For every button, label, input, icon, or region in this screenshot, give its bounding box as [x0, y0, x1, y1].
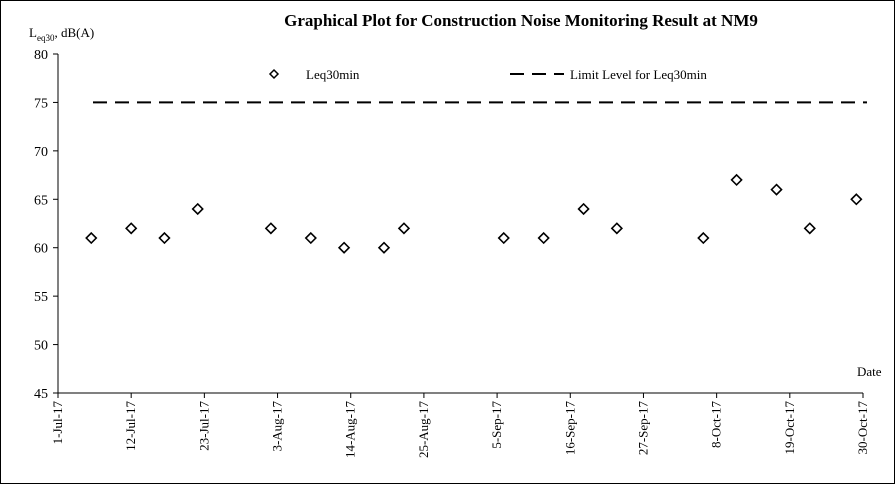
x-tick-label: 16-Sep-17	[562, 401, 577, 456]
data-point	[803, 222, 816, 235]
data-point	[85, 231, 98, 245]
data-point	[397, 222, 411, 235]
data-point	[337, 241, 351, 254]
y-tick-label: 75	[34, 96, 48, 111]
x-tick-label: 12-Jul-17	[123, 401, 138, 451]
x-tick-label: 3-Aug-17	[270, 401, 285, 452]
data-point	[191, 202, 204, 216]
data-point	[610, 222, 623, 235]
y-tick-label: 50	[34, 339, 48, 354]
data-point	[697, 231, 710, 245]
x-tick-label: 25-Aug-17	[416, 401, 431, 459]
y-tick-label: 60	[34, 242, 48, 257]
data-point	[537, 231, 550, 245]
y-tick-label: 70	[34, 145, 48, 160]
legend-label-limit: Limit Level for Leq30min	[570, 67, 707, 82]
x-tick-label: 19-Oct-17	[782, 401, 797, 455]
chart-title: Graphical Plot for Construction Noise Mo…	[284, 11, 758, 30]
x-tick-label: 1-Jul-17	[50, 401, 65, 445]
legend: Leq30min Limit Level for Leq30min	[268, 67, 707, 82]
data-point	[125, 222, 138, 235]
legend-marker-diamond	[268, 68, 280, 80]
y-axis-label-main: L	[29, 25, 37, 40]
axes: 45 50 55 60 65 70 75 80 1-Jul-17 12-Jul-17 23-Jul-…	[34, 48, 870, 458]
legend-label-leq: Leq30min	[306, 67, 360, 82]
data-point	[770, 183, 783, 196]
x-tick-label: 8-Oct-17	[709, 401, 724, 448]
y-axis-label-sub: eq30	[37, 33, 55, 43]
y-axis-label-unit: , dB(A)	[54, 25, 94, 40]
data-point	[850, 193, 863, 206]
y-tick-label: 45	[34, 387, 48, 402]
data-point	[304, 231, 317, 245]
x-tick-label: 30-Oct-17	[855, 401, 870, 455]
data-point	[158, 231, 171, 245]
y-tick-label: 65	[34, 193, 48, 208]
x-tick-label: 14-Aug-17	[343, 401, 358, 459]
data-point	[497, 231, 510, 245]
x-tick-label: 23-Jul-17	[196, 401, 211, 451]
x-tick-label: 5-Sep-17	[489, 401, 504, 449]
x-axis-label: Date	[857, 364, 882, 379]
y-axis-label: Leq30, dB(A)	[29, 25, 94, 43]
data-point	[264, 222, 278, 235]
data-points	[85, 173, 863, 254]
y-tick-label: 80	[34, 48, 48, 63]
y-tick-label: 55	[34, 290, 48, 305]
x-tick-label: 27-Sep-17	[635, 401, 650, 456]
data-point	[577, 202, 590, 216]
data-point	[730, 173, 743, 187]
data-point	[377, 241, 391, 254]
